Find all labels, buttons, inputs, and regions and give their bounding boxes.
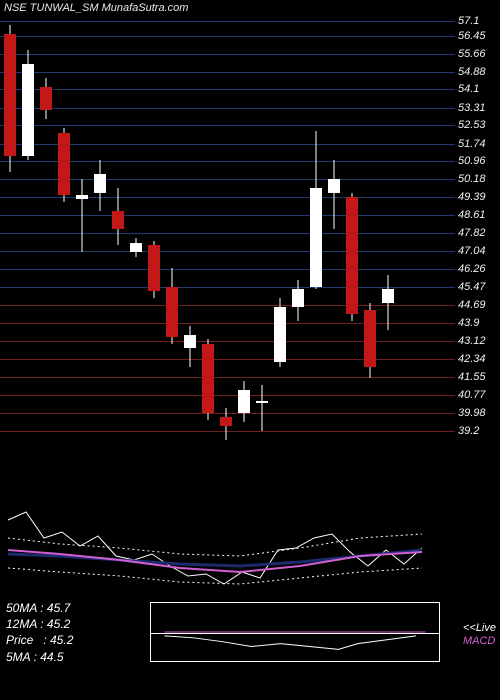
gridline <box>0 89 455 90</box>
candle-body <box>112 211 124 229</box>
candle-body <box>130 243 142 252</box>
gridline <box>0 377 455 378</box>
candle-body <box>220 417 232 426</box>
candle-body <box>364 310 376 367</box>
candle-body <box>328 179 340 193</box>
gridline <box>0 72 455 73</box>
candle-body <box>238 390 250 413</box>
candle-body <box>22 64 34 156</box>
candle-body <box>166 287 178 337</box>
y-axis-label: 50.96 <box>458 155 486 167</box>
y-axis-label: 49.39 <box>458 191 486 203</box>
candle-body <box>76 195 88 200</box>
indicator-line-dotted_upper <box>8 534 422 556</box>
y-axis-label: 46.26 <box>458 263 486 275</box>
candle-body <box>148 245 160 291</box>
candle-body <box>382 289 394 303</box>
macd-line <box>151 603 439 661</box>
candle-body <box>256 401 268 403</box>
gridline <box>0 54 455 55</box>
y-axis-label: 53.31 <box>458 102 486 114</box>
gridline <box>0 341 455 342</box>
y-axis-label: 57.1 <box>458 15 479 27</box>
candle-body <box>202 344 214 413</box>
y-axis-label: 39.98 <box>458 407 486 419</box>
macd-white-line <box>165 636 416 650</box>
gridline <box>0 108 455 109</box>
y-axis-label: 54.88 <box>458 66 486 78</box>
gridline <box>0 359 455 360</box>
candle-body <box>346 197 358 314</box>
y-axis-label: 55.66 <box>458 48 486 60</box>
y-axis-label: 47.82 <box>458 227 486 239</box>
y-axis-label: 45.47 <box>458 281 486 293</box>
y-axis-label: 40.77 <box>458 389 486 401</box>
gridline <box>0 233 455 234</box>
gridline <box>0 395 455 396</box>
ma12-label: 12MA : 45.2 <box>6 616 73 632</box>
gridline <box>0 36 455 37</box>
y-axis-label: 41.55 <box>458 371 486 383</box>
candle-wick <box>82 179 83 252</box>
candle-wick <box>334 160 335 229</box>
price-label: Price : 45.2 <box>6 632 73 648</box>
candle-body <box>94 174 106 192</box>
macd-live-line2: MACD <box>463 635 496 648</box>
candle-body <box>58 133 70 195</box>
gridline <box>0 21 455 22</box>
candle-body <box>4 34 16 156</box>
y-axis-label: 51.74 <box>458 138 486 150</box>
y-axis-label: 54.1 <box>458 83 479 95</box>
ma5-label: 5MA : 44.5 <box>6 649 73 665</box>
y-axis-label: 44.69 <box>458 299 486 311</box>
indicator-line-white <box>8 512 422 584</box>
macd-live-line1: <<Live <box>463 622 496 635</box>
candle-body <box>274 307 286 362</box>
y-axis-label: 50.18 <box>458 173 486 185</box>
y-axis-label: 43.9 <box>458 317 479 329</box>
gridline <box>0 125 455 126</box>
candle-wick <box>262 385 263 431</box>
y-axis-label: 56.45 <box>458 30 486 42</box>
candle-body <box>292 289 304 307</box>
gridline <box>0 431 455 432</box>
macd-box <box>150 602 440 662</box>
indicator-line-navy <box>8 550 422 566</box>
y-axis-label: 43.12 <box>458 335 486 347</box>
macd-live-label: <<Live MACD <box>463 622 496 648</box>
y-axis-label: 47.04 <box>458 245 486 257</box>
ma50-label: 50MA : 45.7 <box>6 600 73 616</box>
y-axis-label: 39.2 <box>458 425 479 437</box>
indicator-lines <box>0 490 460 610</box>
y-axis: 57.1 56.45 55.66 54.88 54.1 53.31 52.53 51.74 50… <box>455 0 500 470</box>
price-chart <box>0 0 455 470</box>
indicator-line-magenta <box>8 550 422 572</box>
y-axis-label: 42.34 <box>458 353 486 365</box>
gridline <box>0 269 455 270</box>
candle-body <box>40 87 52 110</box>
candle-body <box>184 335 196 349</box>
candle-body <box>310 188 322 287</box>
gridline <box>0 413 455 414</box>
indicator-panel <box>0 490 500 610</box>
gridline <box>0 251 455 252</box>
y-axis-label: 48.61 <box>458 209 486 221</box>
info-labels: 50MA : 45.7 12MA : 45.2 Price : 45.2 5MA… <box>6 600 73 665</box>
gridline <box>0 215 455 216</box>
macd-midline <box>151 633 439 634</box>
gridline <box>0 197 455 198</box>
y-axis-label: 52.53 <box>458 119 486 131</box>
